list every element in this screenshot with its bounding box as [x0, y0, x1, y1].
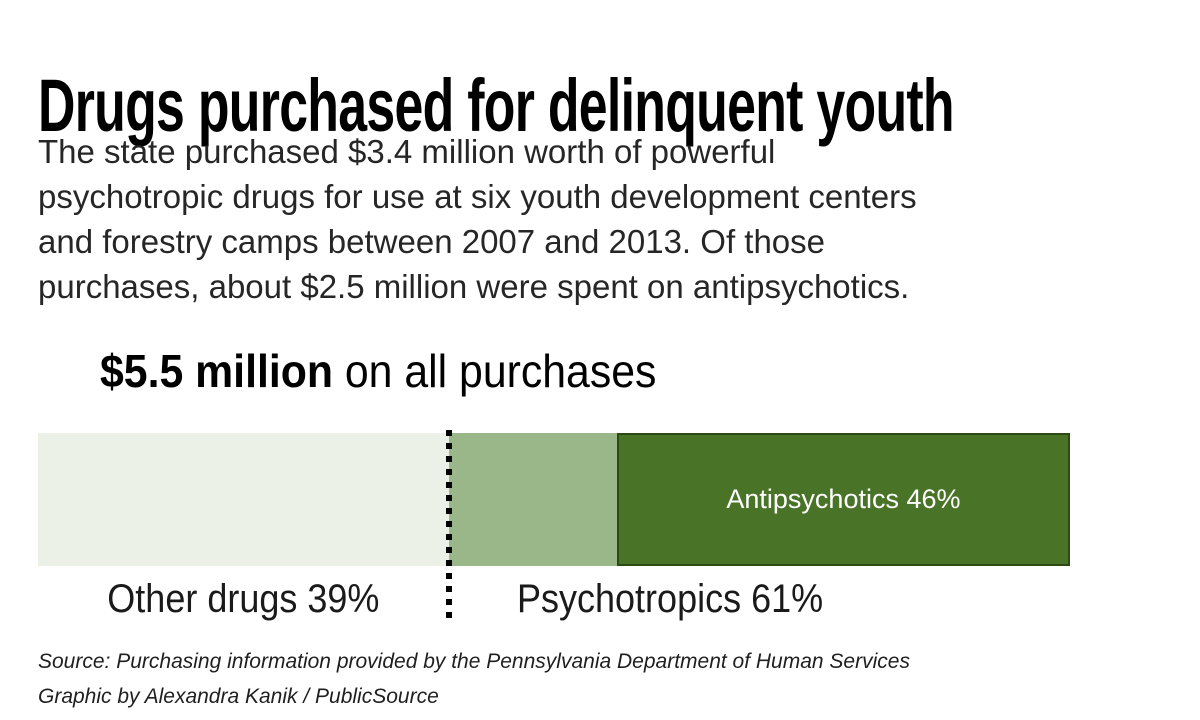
bar-group-label-other-drugs: Other drugs 39%	[107, 577, 380, 621]
bar-group-label-psychotropics: Psychotropics 61%	[516, 577, 823, 621]
page-title: Drugs purchased for delinquent youth	[38, 63, 955, 147]
segment-value-label: Antipsychotics 46%	[726, 484, 961, 514]
bar-track: Antipsychotics 46%	[38, 433, 1070, 566]
stacked-bar-chart: Antipsychotics 46% Other drugs 39% Psych…	[38, 430, 1070, 623]
bar-chart-heading: $5.5 million on all purchases	[100, 344, 656, 398]
bar-segment-other-drugs	[38, 433, 449, 566]
total-amount-suffix: on all purchases	[332, 345, 657, 397]
total-amount: $5.5 million	[100, 345, 333, 397]
bar-segment-psychotropics-other-than-antipsychotics	[448, 433, 617, 566]
source-line: Source: Purchasing information provided …	[38, 650, 910, 673]
chart-description: The state purchased $3.4 million worth o…	[38, 133, 917, 305]
credit-line: Graphic by Alexandra Kanik / PublicSourc…	[38, 685, 439, 708]
bar-segment-antipsychotics: Antipsychotics 46%	[616, 433, 1070, 566]
source-credit-block: Source: Purchasing information provided …	[38, 644, 910, 714]
dotted-divider	[445, 430, 452, 623]
